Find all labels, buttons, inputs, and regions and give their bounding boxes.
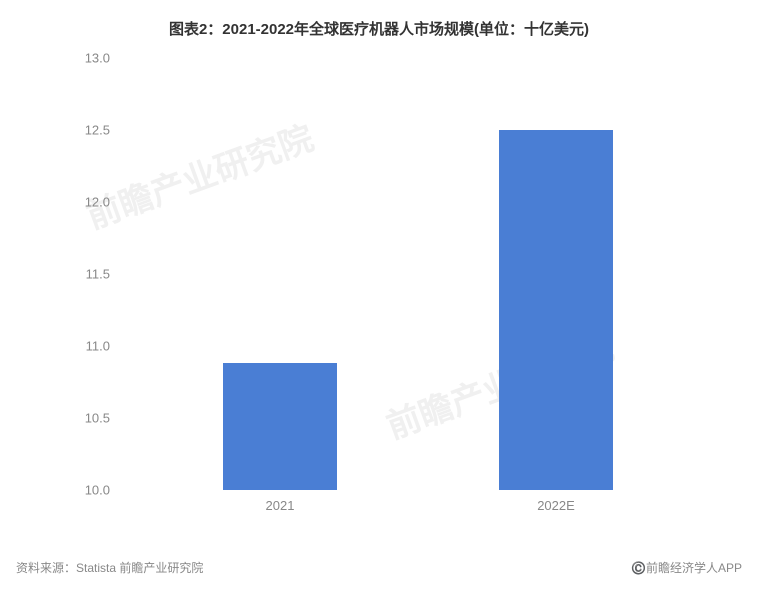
y-tick-label: 11.0: [86, 339, 110, 354]
y-tick-label: 10.5: [85, 411, 110, 426]
source-label: 资料来源：Statista 前瞻产业研究院: [16, 559, 203, 576]
chart-area: 10.010.511.011.512.012.513.0 20212022E: [78, 58, 718, 518]
y-tick-label: 12.5: [85, 123, 110, 138]
bar: [499, 130, 613, 490]
y-tick-label: 13.0: [85, 51, 110, 66]
y-tick-label: 11.5: [86, 267, 110, 282]
y-axis-labels: 10.010.511.011.512.012.513.0: [78, 58, 118, 518]
y-tick-label: 10.0: [85, 483, 110, 498]
bar: [223, 363, 337, 490]
x-axis-labels: 2021 2022E: [118, 494, 718, 518]
plot-region: [118, 58, 718, 490]
chart-title: 图表2：2021-2022年全球医疗机器人市场规模(单位：十亿美元): [0, 0, 758, 39]
x-tick-label: 2022E: [537, 498, 575, 513]
x-tick-label: 2021: [266, 498, 295, 513]
chart-footer: 资料来源：Statista 前瞻产业研究院 ©️前瞻经济学人APP: [16, 559, 742, 576]
copyright-label: ©️前瞻经济学人APP: [631, 559, 742, 576]
y-tick-label: 12.0: [85, 195, 110, 210]
